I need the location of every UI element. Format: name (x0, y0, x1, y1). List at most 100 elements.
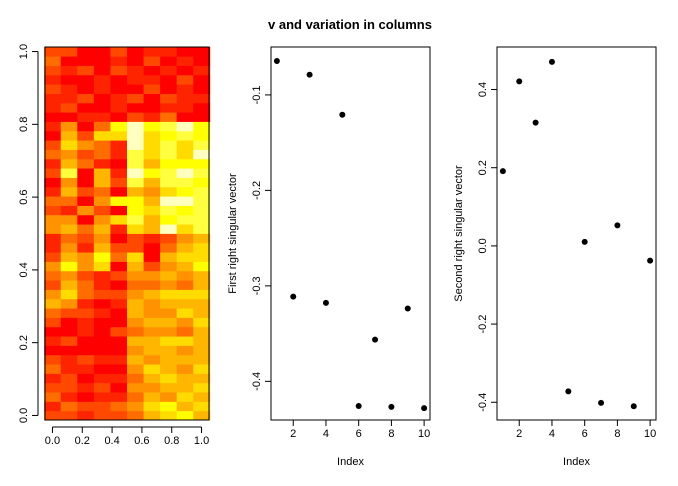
heatmap-cell (176, 298, 194, 309)
heatmap-cell (193, 56, 211, 66)
x-tick-label: 2 (290, 428, 296, 440)
heatmap-cell (77, 410, 95, 421)
heatmap-cell (93, 270, 111, 281)
heatmap-cell (44, 149, 62, 160)
heatmap-cell (193, 102, 211, 113)
heatmap-cell (77, 326, 95, 337)
heatmap-cell (60, 317, 78, 328)
heatmap-cell (77, 65, 95, 76)
heatmap-cell (127, 224, 144, 234)
heatmap-cell (77, 401, 95, 412)
heatmap-cell (110, 140, 128, 150)
heatmap-cell (127, 214, 144, 225)
heatmap-cell (93, 233, 111, 244)
heatmap-cell (110, 224, 128, 234)
second-singular-vector-panel: 2 4 6 8 10 -0.4 -0.2 0.0 0.2 0.4 Index Second right… (453, 46, 657, 468)
heatmap-cell (93, 168, 111, 178)
heatmap-cell (44, 205, 62, 216)
heatmap-cell (93, 308, 111, 318)
y-tick-label: 0.8 (18, 117, 30, 132)
heatmap-cell (93, 140, 111, 150)
heatmap-cell (110, 158, 128, 169)
heatmap-cell (127, 46, 144, 57)
heatmap-cell (127, 130, 144, 141)
heatmap-cell (44, 270, 62, 281)
heatmap-cell (176, 112, 194, 122)
heatmap-cell (44, 392, 62, 402)
y-axis-title: Second right singular vector (453, 165, 465, 302)
y-tick-label: 0.0 (18, 408, 30, 423)
heatmap-cell (110, 233, 128, 244)
heatmap-cell (60, 130, 78, 141)
heatmap-cell (93, 252, 111, 262)
heatmap-cell (176, 130, 194, 141)
heatmap-cell (60, 252, 78, 262)
heatmap-cell (127, 65, 144, 76)
heatmap-cell (93, 345, 111, 356)
heatmap-cell (44, 65, 62, 76)
heatmap-cell (60, 392, 78, 402)
heatmap-cell (77, 233, 95, 244)
heatmap-cell (160, 65, 178, 76)
heatmap-cell (93, 186, 111, 197)
heatmap-cell (127, 168, 144, 178)
heatmap-cell (44, 336, 62, 346)
heatmap-cell (176, 149, 194, 160)
heatmap-cell (93, 410, 111, 421)
heatmap-cell (60, 298, 78, 309)
heatmap-cell (60, 242, 78, 253)
heatmap-cell (44, 252, 62, 262)
data-point (614, 222, 621, 229)
heatmap-cell (110, 298, 128, 309)
data-point (306, 71, 313, 78)
heatmap-cell (77, 336, 95, 346)
heatmap-cell (143, 205, 161, 216)
heatmap-cell (193, 410, 211, 421)
heatmap-cell (160, 177, 178, 188)
heatmap-cell (193, 196, 211, 206)
heatmap-cell (160, 112, 178, 122)
heatmap-cell (110, 373, 128, 384)
heatmap-cell (93, 289, 111, 300)
plot-box (496, 46, 657, 421)
heatmap-cell (93, 112, 111, 122)
heatmap-cell (93, 280, 111, 290)
heatmap-cell (143, 121, 161, 132)
first-singular-vector-panel: 2 4 6 8 10 -0.4 -0.3 -0.2 -0.1 Index First right s… (227, 46, 431, 468)
heatmap-cell (143, 93, 161, 104)
heatmap-cell (93, 121, 111, 132)
heatmap-cell (77, 308, 95, 318)
heatmap-cell (160, 196, 178, 206)
heatmap-cell (127, 112, 144, 122)
y-tick-label: -0.3 (251, 276, 263, 295)
heatmap-cell (77, 298, 95, 309)
heatmap-cell (110, 205, 128, 216)
heatmap-cell (110, 280, 128, 290)
heatmap-cell (127, 270, 144, 281)
heatmap-cell (176, 84, 194, 94)
x-tick-label: 10 (418, 428, 430, 440)
heatmap-cell (176, 196, 194, 206)
data-point (565, 388, 572, 395)
heatmap-cell (143, 252, 161, 262)
x-tick-label: 1.0 (194, 435, 209, 447)
heatmap-cell (143, 261, 161, 272)
data-point (322, 299, 329, 306)
heatmap-cell (143, 410, 161, 421)
heatmap-cell (176, 224, 194, 234)
heatmap-cell (193, 336, 211, 346)
data-point (532, 119, 539, 126)
heatmap-cell (160, 261, 178, 272)
heatmap-cell (127, 158, 144, 169)
heatmap-cell (93, 130, 111, 141)
heatmap-cell (176, 74, 194, 85)
heatmap-cell (77, 270, 95, 281)
heatmap-cell (127, 382, 144, 393)
heatmap-cell (60, 214, 78, 225)
heatmap-cell (110, 410, 128, 421)
data-point (421, 405, 428, 412)
heatmap-cell (44, 214, 62, 225)
heatmap-cell (60, 345, 78, 356)
heatmap-cell (44, 74, 62, 85)
